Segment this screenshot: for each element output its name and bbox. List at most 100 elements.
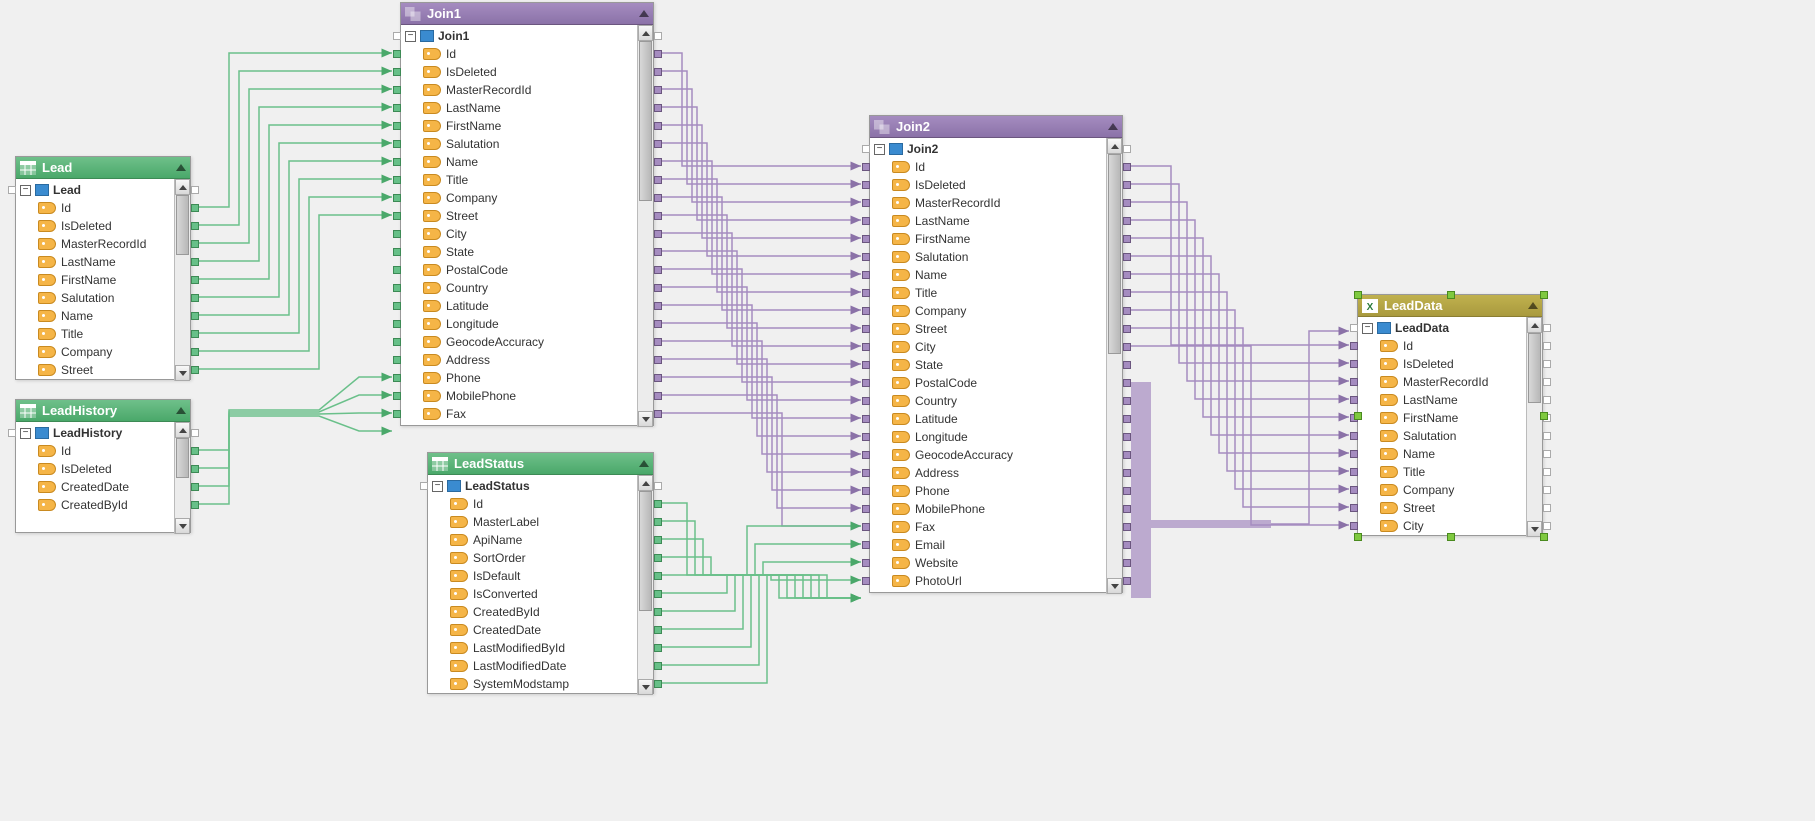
output-anchor[interactable]: [1123, 325, 1131, 333]
field-row[interactable]: Id: [401, 45, 637, 63]
node-join1[interactable]: Join1−Join1IdIsDeletedMasterRecordIdLast…: [400, 2, 654, 426]
input-anchor[interactable]: [862, 469, 870, 477]
output-anchor-root[interactable]: [1123, 145, 1131, 153]
scrollbar[interactable]: [637, 475, 653, 695]
field-row[interactable]: GeocodeAccuracy: [401, 333, 637, 351]
output-anchor[interactable]: [654, 194, 662, 202]
field-row[interactable]: FirstName: [16, 271, 174, 289]
field-row[interactable]: GeocodeAccuracy: [870, 446, 1106, 464]
scroll-up-icon[interactable]: [1527, 317, 1542, 333]
input-anchor[interactable]: [1350, 450, 1358, 458]
field-row[interactable]: Id: [16, 199, 174, 217]
collapse-icon[interactable]: [639, 10, 649, 17]
scroll-up-icon[interactable]: [175, 179, 190, 195]
input-anchor[interactable]: [393, 356, 401, 364]
field-row[interactable]: CreatedById: [428, 603, 637, 621]
selection-handle[interactable]: [1354, 533, 1362, 541]
collapse-icon[interactable]: [1528, 302, 1538, 309]
field-row[interactable]: Fax: [401, 405, 637, 423]
field-row[interactable]: Country: [870, 392, 1106, 410]
input-anchor-root[interactable]: [420, 482, 428, 490]
output-anchor[interactable]: [654, 410, 662, 418]
field-row[interactable]: LastName: [401, 99, 637, 117]
input-anchor[interactable]: [393, 302, 401, 310]
field-row[interactable]: FirstName: [870, 230, 1106, 248]
output-anchor[interactable]: [1543, 396, 1551, 404]
output-anchor[interactable]: [654, 158, 662, 166]
field-row[interactable]: Street: [870, 320, 1106, 338]
output-anchor[interactable]: [191, 294, 199, 302]
output-anchor[interactable]: [654, 50, 662, 58]
field-row[interactable]: LastName: [16, 253, 174, 271]
selection-handle[interactable]: [1354, 412, 1362, 420]
scrollbar[interactable]: [174, 179, 190, 381]
field-row[interactable]: Longitude: [870, 428, 1106, 446]
input-anchor[interactable]: [1350, 468, 1358, 476]
field-row[interactable]: IsDeleted: [16, 460, 174, 478]
output-anchor[interactable]: [191, 465, 199, 473]
expand-icon[interactable]: −: [20, 185, 31, 196]
expand-icon[interactable]: −: [20, 428, 31, 439]
field-row[interactable]: IsDeleted: [870, 176, 1106, 194]
field-row[interactable]: PostalCode: [401, 261, 637, 279]
field-row[interactable]: MasterRecordId: [401, 81, 637, 99]
input-anchor-root[interactable]: [393, 32, 401, 40]
output-anchor[interactable]: [654, 140, 662, 148]
field-row[interactable]: Title: [16, 325, 174, 343]
root-row[interactable]: −LeadData: [1358, 319, 1526, 337]
node-lead[interactable]: Lead−LeadIdIsDeletedMasterRecordIdLastNa…: [15, 156, 191, 380]
output-anchor[interactable]: [654, 680, 662, 688]
selection-handle[interactable]: [1447, 291, 1455, 299]
output-anchor[interactable]: [1123, 217, 1131, 225]
output-anchor[interactable]: [1123, 487, 1131, 495]
field-row[interactable]: Address: [401, 351, 637, 369]
output-anchor[interactable]: [1123, 199, 1131, 207]
output-anchor[interactable]: [1123, 271, 1131, 279]
output-anchor[interactable]: [1123, 415, 1131, 423]
field-row[interactable]: LastModifiedDate: [428, 657, 637, 675]
field-row[interactable]: SortOrder: [428, 549, 637, 567]
input-anchor[interactable]: [862, 487, 870, 495]
output-anchor[interactable]: [654, 572, 662, 580]
output-anchor[interactable]: [1543, 360, 1551, 368]
output-anchor[interactable]: [191, 222, 199, 230]
output-anchor[interactable]: [1123, 505, 1131, 513]
output-anchor[interactable]: [654, 86, 662, 94]
input-anchor[interactable]: [393, 50, 401, 58]
field-row[interactable]: CreatedDate: [428, 621, 637, 639]
output-anchor-root[interactable]: [191, 429, 199, 437]
input-anchor[interactable]: [862, 397, 870, 405]
output-anchor[interactable]: [1123, 523, 1131, 531]
output-anchor[interactable]: [1123, 181, 1131, 189]
input-anchor[interactable]: [862, 163, 870, 171]
output-anchor[interactable]: [1123, 433, 1131, 441]
output-anchor[interactable]: [1123, 163, 1131, 171]
input-anchor[interactable]: [1350, 378, 1358, 386]
input-anchor[interactable]: [1350, 360, 1358, 368]
output-anchor[interactable]: [1123, 541, 1131, 549]
output-anchor[interactable]: [654, 626, 662, 634]
field-row[interactable]: Longitude: [401, 315, 637, 333]
field-row[interactable]: Title: [1358, 463, 1526, 481]
output-anchor[interactable]: [654, 608, 662, 616]
input-anchor[interactable]: [862, 235, 870, 243]
field-row[interactable]: LastModifiedById: [428, 639, 637, 657]
output-anchor[interactable]: [1123, 379, 1131, 387]
node-leadstatus[interactable]: LeadStatus−LeadStatusIdMasterLabelApiNam…: [427, 452, 654, 694]
output-anchor[interactable]: [654, 248, 662, 256]
output-anchor[interactable]: [191, 276, 199, 284]
field-row[interactable]: Id: [428, 495, 637, 513]
output-anchor[interactable]: [191, 330, 199, 338]
field-row[interactable]: Email: [870, 536, 1106, 554]
scroll-thumb[interactable]: [1108, 154, 1121, 354]
field-row[interactable]: Latitude: [401, 297, 637, 315]
field-row[interactable]: Salutation: [16, 289, 174, 307]
output-anchor[interactable]: [1123, 235, 1131, 243]
scroll-track[interactable]: [638, 41, 653, 411]
field-row[interactable]: ApiName: [428, 531, 637, 549]
field-row[interactable]: Street: [401, 207, 637, 225]
node-leaddata[interactable]: XLeadData−LeadDataIdIsDeletedMasterRecor…: [1357, 294, 1543, 536]
input-anchor[interactable]: [393, 176, 401, 184]
field-row[interactable]: Company: [401, 189, 637, 207]
scrollbar[interactable]: [1106, 138, 1122, 594]
